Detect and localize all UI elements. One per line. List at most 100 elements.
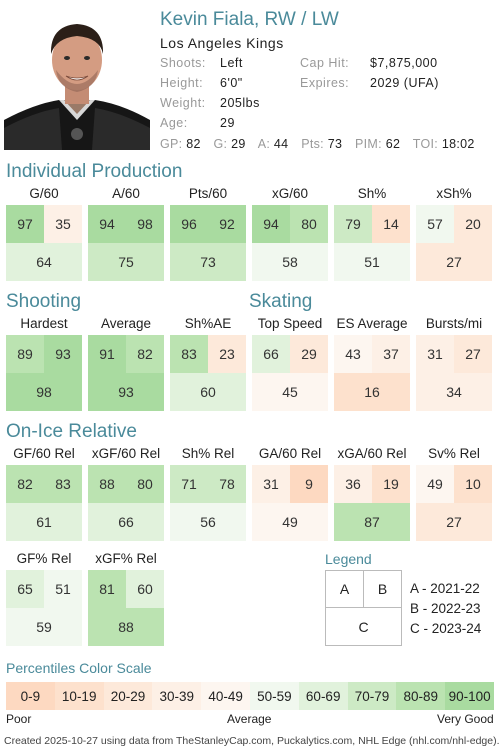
metric-cell-b: 29	[290, 335, 328, 373]
cap-hit-value: $7,875,000	[370, 56, 438, 70]
metric-cell-b: 78	[208, 465, 246, 503]
metric-cell-b: 23	[208, 335, 246, 373]
metric-cell-a: 43	[334, 335, 372, 373]
metric-header: xG/60	[271, 186, 309, 201]
metric-cell-c: 27	[416, 503, 492, 541]
metric-cell-a: 36	[334, 465, 372, 503]
metric-cell-c: 61	[6, 503, 82, 541]
legend-item-b: B - 2022-23	[410, 601, 481, 616]
metric-header: Average	[100, 316, 152, 331]
metric-cell-a: 88	[88, 465, 126, 503]
scale-bin: 30-39	[152, 682, 202, 710]
height-value: 6'0"	[220, 76, 243, 90]
weight-value: 205lbs	[220, 96, 260, 110]
scale-bin: 50-59	[250, 682, 299, 710]
metric-cell-a: 96	[170, 205, 208, 243]
metric-header: GF/60 Rel	[13, 446, 75, 461]
metric-cell-b: 80	[126, 465, 164, 503]
scale-bin: 40-49	[201, 682, 250, 710]
metric-cell-a: 97	[6, 205, 44, 243]
age-value: 29	[220, 116, 235, 130]
metric-cell-b: 35	[44, 205, 82, 243]
metric-header: Sh%AE	[184, 316, 232, 331]
metric-cell-c: 66	[88, 503, 164, 541]
metric-header: Bursts/mi	[425, 316, 483, 331]
metric-cell-a: 31	[252, 465, 290, 503]
metric-cell-b: 27	[454, 335, 492, 373]
metric-cell-c: 88	[88, 608, 164, 646]
cap-hit-label: Cap Hit:	[300, 56, 350, 70]
metric-header: G/60	[29, 186, 59, 201]
metric-cell-c: 34	[416, 373, 492, 411]
metric-cell-c: 98	[6, 373, 82, 411]
shoots-label: Shoots:	[160, 56, 206, 70]
player-photo	[4, 8, 150, 150]
metric-cell-c: 64	[6, 243, 82, 281]
metric-cell-a: 89	[6, 335, 44, 373]
metric-cell-b: 93	[44, 335, 82, 373]
metric-cell-b: 19	[372, 465, 410, 503]
legend-title: Legend	[325, 551, 372, 567]
metric-cell-c: 58	[252, 243, 328, 281]
scale-bin: 90-100	[445, 682, 494, 710]
legend-item-c: C - 2023-24	[410, 621, 482, 636]
metric-cell-b: 14	[372, 205, 410, 243]
footer-credits: Created 2025-10-27 using data from TheSt…	[4, 735, 500, 747]
metric-cell-a: 71	[170, 465, 208, 503]
metric-header: Pts/60	[188, 186, 228, 201]
metric-header: Sh% Rel	[181, 446, 235, 461]
stat-line: GP: 82 G: 29 A: 44 Pts: 73 PIM: 62 TOI: …	[160, 137, 475, 151]
legend-item-a: A - 2021-22	[410, 581, 480, 596]
scale-bin: 20-29	[103, 682, 153, 710]
metric-cell-c: 59	[6, 608, 82, 646]
section-on-ice-relative: On-Ice Relative	[6, 421, 137, 442]
metric-header: ES Average	[336, 316, 408, 331]
metric-cell-a: 94	[252, 205, 290, 243]
shoots-value: Left	[220, 56, 243, 70]
metric-cell-b: 20	[454, 205, 492, 243]
metric-cell-a: 31	[416, 335, 454, 373]
scale-average-label: Average	[227, 712, 272, 726]
scale-poor-label: Poor	[6, 712, 32, 726]
metric-cell-a: 82	[6, 465, 44, 503]
section-individual-production: Individual Production	[6, 161, 183, 182]
metric-cell-c: 60	[170, 373, 246, 411]
metric-cell-b: 83	[44, 465, 82, 503]
metric-cell-b: 82	[126, 335, 164, 373]
metric-header: xSh%	[436, 186, 472, 201]
metric-cell-a: 66	[252, 335, 290, 373]
metric-cell-b: 92	[208, 205, 246, 243]
metric-header: A/60	[112, 186, 140, 201]
metric-cell-b: 37	[372, 335, 410, 373]
metric-cell-c: 73	[170, 243, 246, 281]
scale-bin: 80-89	[396, 682, 446, 710]
metric-cell-a: 81	[88, 570, 126, 608]
age-label: Age:	[160, 116, 188, 130]
metric-header: Top Speed	[257, 316, 323, 331]
expires-label: Expires:	[300, 76, 350, 90]
height-label: Height:	[160, 76, 204, 90]
metric-cell-c: 45	[252, 373, 328, 411]
metric-header: Sv% Rel	[428, 446, 480, 461]
expires-value: 2029 (UFA)	[370, 76, 439, 90]
player-name: Kevin Fiala, RW / LW	[160, 9, 339, 30]
metric-cell-c: 49	[252, 503, 328, 541]
metric-cell-c: 16	[334, 373, 410, 411]
metric-cell-a: 79	[334, 205, 372, 243]
metric-header: GA/60 Rel	[258, 446, 322, 461]
metric-cell-a: 65	[6, 570, 44, 608]
player-headshot-icon	[4, 8, 150, 150]
metric-cell-b: 80	[290, 205, 328, 243]
legend-box-b: B	[363, 570, 402, 608]
scale-title: Percentiles Color Scale	[6, 660, 152, 676]
metric-cell-a: 91	[88, 335, 126, 373]
metric-cell-b: 9	[290, 465, 328, 503]
metric-header: Hardest	[20, 316, 68, 331]
metric-header: xGF% Rel	[95, 551, 157, 566]
legend-box-c: C	[325, 607, 402, 646]
metric-cell-c: 27	[416, 243, 492, 281]
metric-cell-b: 10	[454, 465, 492, 503]
scale-bin: 0-9	[6, 682, 55, 710]
metric-cell-b: 51	[44, 570, 82, 608]
scale-bin: 70-79	[347, 682, 397, 710]
